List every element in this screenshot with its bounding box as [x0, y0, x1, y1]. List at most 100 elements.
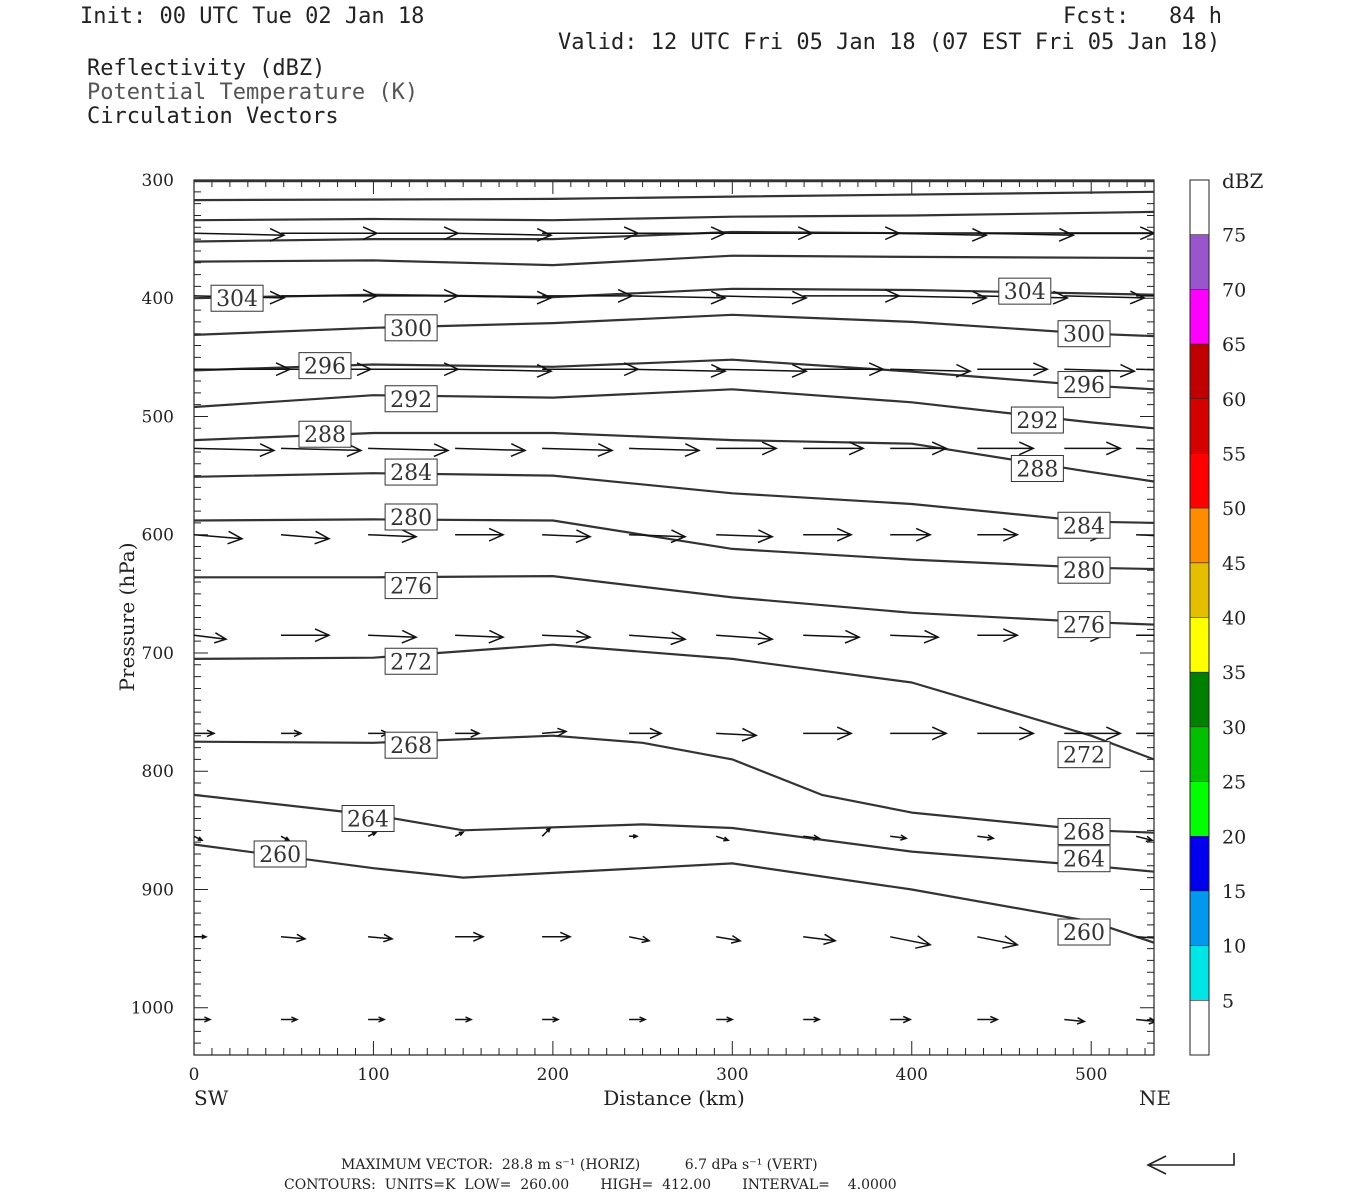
colorbar-segment — [1190, 726, 1209, 782]
svg-text:292: 292 — [390, 388, 432, 413]
circulation-vector — [281, 1016, 299, 1023]
circulation-vector — [455, 363, 553, 378]
circulation-vector — [194, 227, 286, 242]
circulation-vector — [1064, 441, 1123, 456]
contour-labels: 2602602642642682682722722762762802802842… — [210, 277, 1111, 946]
contour-label-280: 280 — [384, 503, 438, 531]
isentrope-272 — [194, 643, 1154, 761]
circulation-vector — [629, 363, 727, 378]
axis-ticks — [193, 179, 1154, 1056]
circulation-vector — [455, 629, 505, 644]
colorbar-label: 30 — [1222, 717, 1246, 739]
valid-time: Valid: 12 UTC Fri 05 Jan 18 (07 EST Fri … — [558, 30, 1221, 55]
circulation-vector — [367, 831, 378, 837]
circulation-vector — [716, 934, 743, 944]
circulation-vector — [542, 288, 634, 303]
field-vectors: Circulation Vectors — [87, 104, 339, 129]
circulation-vector — [803, 834, 821, 841]
svg-text:288: 288 — [304, 423, 346, 448]
colorbar-label: 70 — [1222, 279, 1246, 301]
circulation-vector — [194, 1016, 212, 1023]
circulation-vector — [890, 1015, 913, 1024]
circulation-vector — [629, 529, 687, 544]
colorbar-segment — [1190, 672, 1209, 727]
circulation-vector — [629, 226, 727, 241]
colorbar-segment — [1190, 398, 1209, 454]
colorbar-segment — [1190, 1000, 1209, 1055]
circulation-vector — [368, 443, 450, 458]
circulation-vector — [1136, 634, 1154, 636]
colorbar-segment — [1190, 836, 1209, 891]
circulation-vector — [977, 441, 1036, 456]
circulation-vectors — [194, 226, 1154, 1025]
circulation-vector — [716, 226, 815, 241]
svg-text:296: 296 — [1063, 374, 1105, 399]
circulation-vector — [280, 835, 291, 842]
circulation-vector — [977, 1015, 1000, 1024]
svg-text:280: 280 — [390, 506, 432, 531]
y-tick-label: 400 — [142, 289, 174, 309]
colorbar-segment — [1190, 562, 1209, 618]
circulation-vector — [1064, 1017, 1087, 1025]
circulation-vector — [629, 443, 701, 457]
left-end-label: SW — [194, 1086, 229, 1110]
svg-text:264: 264 — [1063, 848, 1105, 873]
circulation-vector — [890, 227, 989, 242]
circulation-vector — [542, 529, 592, 544]
contour-label-292: 292 — [1010, 406, 1064, 434]
contour-label-268: 268 — [1057, 818, 1111, 846]
isentrope-300 — [194, 313, 1154, 338]
circulation-vector — [1064, 363, 1137, 378]
circulation-vector — [803, 629, 862, 644]
y-tick-label: 600 — [142, 526, 174, 546]
circulation-vector — [368, 226, 460, 241]
contour-label-284: 284 — [1057, 511, 1111, 539]
y-tick-label: 300 — [142, 171, 174, 191]
contour-label-304: 304 — [210, 284, 264, 312]
circulation-vector — [629, 290, 727, 305]
colorbar-label: 65 — [1222, 334, 1246, 356]
svg-text:304: 304 — [216, 287, 258, 312]
contour-label-276: 276 — [1057, 611, 1111, 639]
circulation-vector — [716, 727, 759, 742]
contour-label-304: 304 — [998, 277, 1052, 305]
circulation-vector — [368, 288, 460, 303]
circulation-vector — [280, 530, 331, 545]
colorbar: 5 10 15 20 25 30 35 40 45 50 55 60 65 70 75 — [1189, 179, 1246, 1056]
isentrope-260 — [194, 843, 1154, 944]
colorbar-segment — [1190, 234, 1209, 290]
circulation-vector — [194, 934, 208, 940]
svg-text:296: 296 — [304, 355, 346, 380]
isentrope-292 — [194, 388, 1154, 430]
colorbar-segment — [1190, 453, 1209, 509]
svg-text:268: 268 — [1063, 821, 1105, 846]
circulation-vector — [629, 631, 687, 646]
circulation-vector — [1136, 295, 1154, 297]
circulation-vector — [629, 833, 639, 839]
circulation-vector — [542, 931, 572, 942]
svg-text:264: 264 — [347, 808, 389, 833]
circulation-vector — [368, 933, 394, 943]
isentrope-276 — [194, 574, 1154, 626]
colorbar-label: 40 — [1222, 608, 1246, 630]
svg-text:276: 276 — [1063, 614, 1105, 639]
forecast-hour: Fcst: 84 h — [1063, 4, 1222, 29]
circulation-vector — [194, 530, 244, 545]
contour-label-260: 260 — [1057, 918, 1111, 946]
contour-label-260: 260 — [253, 840, 307, 868]
circulation-vector — [1064, 726, 1123, 741]
circulation-vector — [977, 527, 1020, 542]
contour-label-300: 300 — [384, 314, 438, 342]
circulation-vector — [1064, 290, 1147, 305]
x-tick-label: 200 — [537, 1065, 569, 1085]
circulation-vector — [1136, 936, 1154, 939]
circulation-vector — [368, 1016, 386, 1023]
circulation-vector — [455, 443, 527, 457]
x-tick-label: 400 — [896, 1065, 928, 1085]
circulation-vector — [455, 1016, 473, 1023]
colorbar-label: 35 — [1222, 662, 1246, 684]
colorbar-segment — [1190, 945, 1209, 1001]
colorbar-segment — [1190, 289, 1209, 345]
circulation-vector — [194, 362, 292, 377]
circulation-vector — [194, 443, 276, 458]
